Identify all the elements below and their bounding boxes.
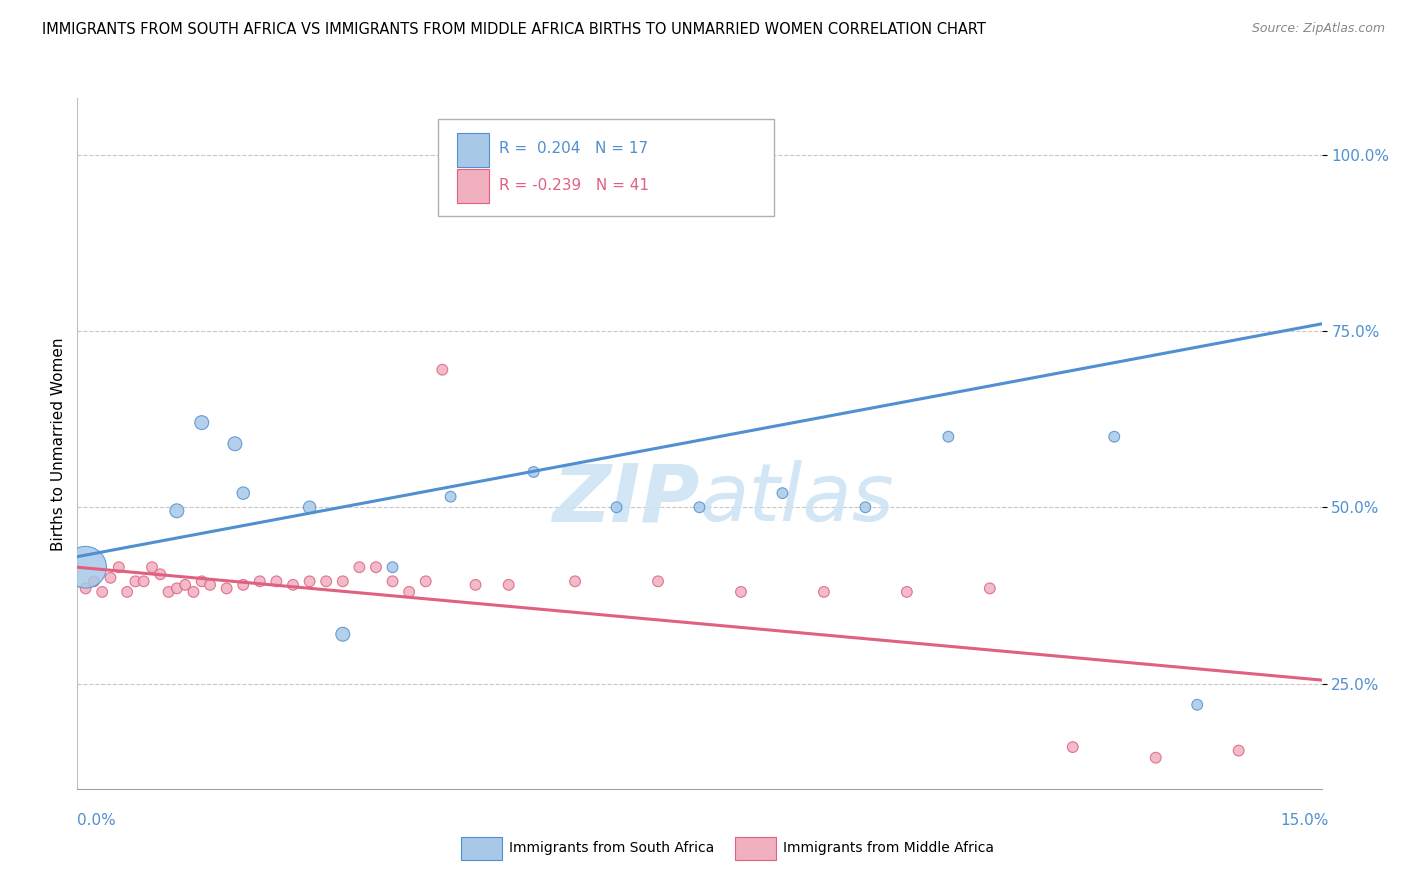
Point bbox=[266, 574, 288, 589]
Point bbox=[432, 362, 454, 376]
Point bbox=[730, 585, 752, 599]
Point bbox=[249, 574, 271, 589]
Text: R =  0.204   N = 17: R = 0.204 N = 17 bbox=[499, 141, 648, 156]
Point bbox=[157, 585, 180, 599]
Point bbox=[224, 437, 246, 451]
Point bbox=[498, 578, 520, 592]
Point bbox=[91, 585, 114, 599]
Point bbox=[191, 416, 214, 430]
Point bbox=[281, 578, 304, 592]
Point bbox=[83, 574, 105, 589]
Point bbox=[464, 578, 486, 592]
Point bbox=[149, 567, 172, 582]
Point bbox=[75, 582, 97, 596]
Point bbox=[115, 585, 138, 599]
Point bbox=[1227, 744, 1250, 758]
Point bbox=[315, 574, 337, 589]
Point bbox=[232, 486, 254, 500]
Point bbox=[647, 574, 669, 589]
Point bbox=[298, 500, 321, 515]
Point bbox=[364, 560, 387, 574]
Point bbox=[398, 585, 420, 599]
Point bbox=[349, 560, 371, 574]
Point bbox=[855, 500, 877, 515]
Point bbox=[606, 500, 628, 515]
Point bbox=[215, 582, 238, 596]
Point bbox=[198, 578, 221, 592]
FancyBboxPatch shape bbox=[457, 133, 489, 167]
Point bbox=[183, 585, 205, 599]
Text: 15.0%: 15.0% bbox=[1281, 814, 1329, 828]
Point bbox=[896, 585, 918, 599]
Point bbox=[298, 574, 321, 589]
Text: ZIP: ZIP bbox=[553, 460, 700, 538]
Text: 0.0%: 0.0% bbox=[77, 814, 117, 828]
Point bbox=[332, 574, 354, 589]
Point bbox=[689, 500, 711, 515]
Y-axis label: Births to Unmarried Women: Births to Unmarried Women bbox=[51, 337, 66, 550]
Point bbox=[132, 574, 155, 589]
FancyBboxPatch shape bbox=[439, 119, 775, 216]
Point bbox=[174, 578, 197, 592]
Point bbox=[1187, 698, 1209, 712]
Point bbox=[100, 571, 122, 585]
Point bbox=[191, 574, 214, 589]
Point bbox=[232, 578, 254, 592]
Point bbox=[523, 465, 546, 479]
Text: Immigrants from South Africa: Immigrants from South Africa bbox=[509, 841, 714, 855]
Point bbox=[108, 560, 131, 574]
Point bbox=[124, 574, 146, 589]
Text: Source: ZipAtlas.com: Source: ZipAtlas.com bbox=[1251, 22, 1385, 36]
Point bbox=[1062, 740, 1084, 755]
Point bbox=[75, 560, 97, 574]
Point bbox=[813, 585, 835, 599]
Point bbox=[141, 560, 163, 574]
FancyBboxPatch shape bbox=[457, 169, 489, 203]
Text: IMMIGRANTS FROM SOUTH AFRICA VS IMMIGRANTS FROM MIDDLE AFRICA BIRTHS TO UNMARRIE: IMMIGRANTS FROM SOUTH AFRICA VS IMMIGRAN… bbox=[42, 22, 986, 37]
Point bbox=[415, 574, 437, 589]
Point bbox=[166, 504, 188, 518]
Text: atlas: atlas bbox=[700, 460, 894, 538]
Point bbox=[440, 490, 463, 504]
Point bbox=[564, 574, 586, 589]
Point bbox=[979, 582, 1001, 596]
Point bbox=[938, 430, 960, 444]
Point bbox=[1104, 430, 1126, 444]
Point bbox=[1144, 750, 1167, 764]
Point bbox=[381, 560, 404, 574]
Text: Immigrants from Middle Africa: Immigrants from Middle Africa bbox=[783, 841, 994, 855]
Point bbox=[772, 486, 794, 500]
Point bbox=[332, 627, 354, 641]
Point bbox=[166, 582, 188, 596]
Text: R = -0.239   N = 41: R = -0.239 N = 41 bbox=[499, 178, 650, 194]
Point bbox=[381, 574, 404, 589]
